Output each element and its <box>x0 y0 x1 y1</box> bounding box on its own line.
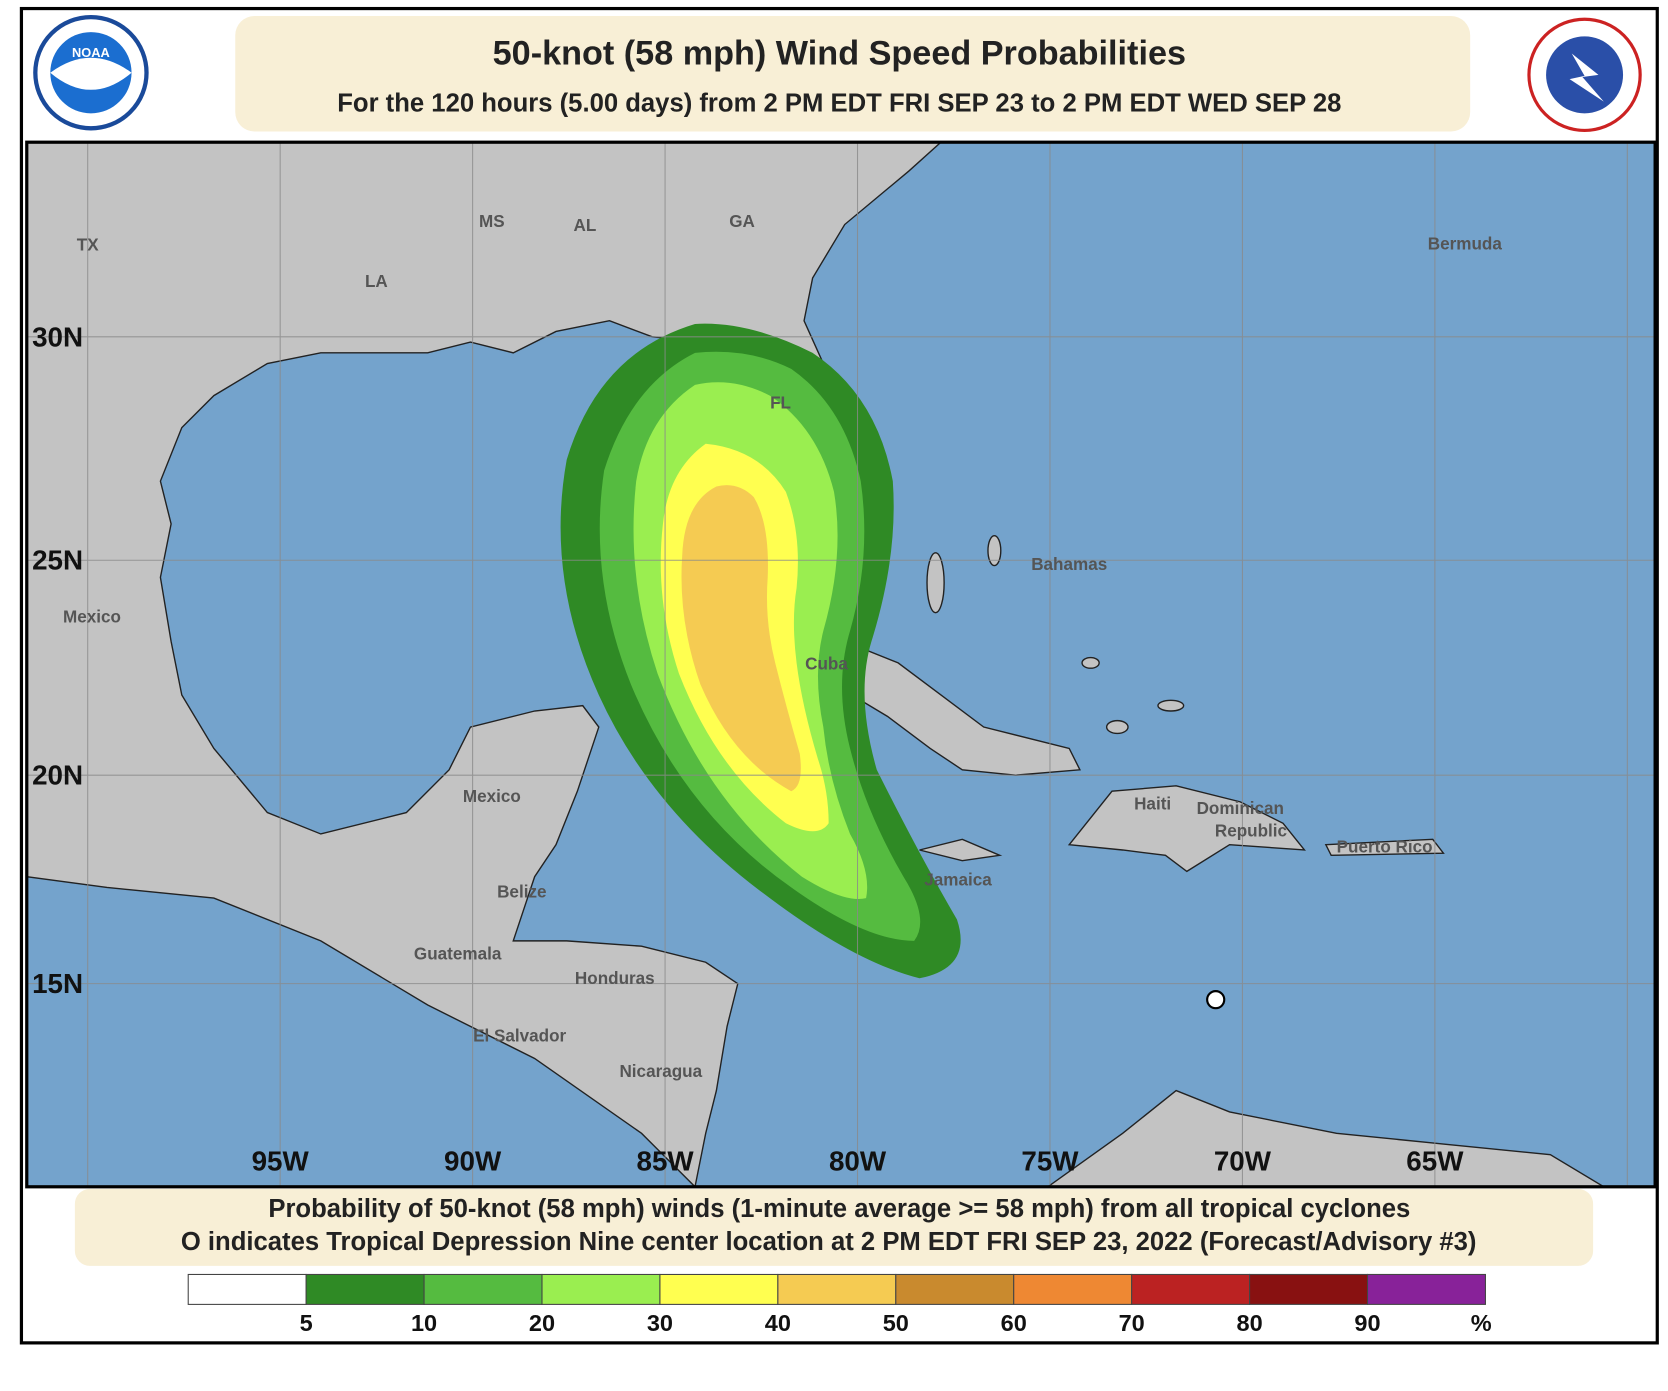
graticule <box>26 142 1656 1187</box>
lon-label: 95W <box>252 1146 310 1177</box>
legend-tick-label: 60 <box>1001 1310 1027 1336</box>
place-label: Bermuda <box>1428 234 1503 253</box>
legend-unit: % <box>1471 1310 1492 1336</box>
title: 50-knot (58 mph) Wind Speed Probabilitie… <box>493 35 1186 73</box>
legend-tick-label: 20 <box>529 1310 555 1336</box>
legend-swatch <box>659 1273 779 1305</box>
legend-swatch <box>1249 1273 1369 1305</box>
legend-tick-label: 40 <box>765 1310 791 1336</box>
map-border <box>25 140 1657 1189</box>
place-label: Belize <box>497 882 546 901</box>
legend-swatch <box>541 1273 661 1305</box>
place-label: MS <box>479 212 505 231</box>
place-label: Cuba <box>805 655 848 674</box>
legend-tick-label: 90 <box>1354 1310 1380 1336</box>
legend-tick-label: 5 <box>300 1310 313 1336</box>
footer-line: O indicates Tropical Depression Nine cen… <box>181 1228 1477 1256</box>
legend-tick-label: 30 <box>647 1310 673 1336</box>
place-label: Nicaragua <box>619 1062 702 1081</box>
place-label: Honduras <box>575 969 655 988</box>
place-label: LA <box>365 272 388 291</box>
legend-swatch <box>305 1273 425 1305</box>
lon-label: 90W <box>444 1146 502 1177</box>
lon-label: 75W <box>1021 1146 1079 1177</box>
place-label: Jamaica <box>924 871 992 890</box>
legend-swatch <box>187 1273 307 1305</box>
place-label: TX <box>77 235 99 254</box>
lon-label: 85W <box>637 1146 695 1177</box>
legend-swatch <box>1366 1273 1486 1305</box>
place-label: GA <box>729 212 755 231</box>
storm-center <box>1206 990 1226 1010</box>
place-label: Guatemala <box>414 944 502 963</box>
legend-swatch <box>777 1273 897 1305</box>
legend-swatch <box>1013 1273 1133 1305</box>
legend-swatch <box>1131 1273 1251 1305</box>
lat-label: 15N <box>32 968 83 999</box>
lon-label: 70W <box>1214 1146 1272 1177</box>
contour-40-50 <box>681 485 801 792</box>
svg-text:NOAA: NOAA <box>72 45 110 60</box>
noaa-logo: NOAA <box>33 14 149 131</box>
lon-label: 65W <box>1406 1146 1464 1177</box>
place-label: Mexico <box>63 608 121 627</box>
title-box <box>235 16 1471 132</box>
labels: 30N 25N 20N 15N 95W 90W 85W 80W 75W 70W 65W TX LA MS A… <box>32 212 1502 1177</box>
place-label: Mexico <box>463 787 521 806</box>
legend: 5 10 20 30 40 50 60 70 80 90% <box>187 1273 1492 1336</box>
place-label: Dominican <box>1197 799 1284 818</box>
lat-label: 25N <box>32 545 83 576</box>
lon-label: 80W <box>829 1146 887 1177</box>
place-label: Bahamas <box>1031 555 1107 574</box>
probability-contours <box>560 323 961 979</box>
place-label: El Salvador <box>473 1027 566 1046</box>
legend-tick-label: 50 <box>883 1310 909 1336</box>
map-area: 30N 25N 20N 15N 95W 90W 85W 80W 75W 70W 65W TX LA MS A… <box>26 142 1656 1187</box>
nws-logo <box>1527 17 1642 133</box>
footer-box <box>74 1188 1594 1266</box>
footer-line: Probability of 50-knot (58 mph) winds (1… <box>268 1195 1410 1223</box>
place-label: AL <box>573 216 596 235</box>
lat-label: 20N <box>32 760 83 791</box>
legend-swatch <box>895 1273 1015 1305</box>
place-label: Haiti <box>1134 795 1171 814</box>
legend-tick-label: 70 <box>1119 1310 1145 1336</box>
lat-label: 30N <box>32 321 83 352</box>
legend-swatch <box>423 1273 543 1305</box>
legend-tick-label: 80 <box>1237 1310 1263 1336</box>
legend-tick-label: 10 <box>411 1310 437 1336</box>
place-label: Puerto Rico <box>1337 837 1433 856</box>
place-label: FL <box>770 394 791 413</box>
subtitle: For the 120 hours (5.00 days) from 2 PM … <box>337 90 1341 118</box>
place-label: Republic <box>1215 821 1287 840</box>
